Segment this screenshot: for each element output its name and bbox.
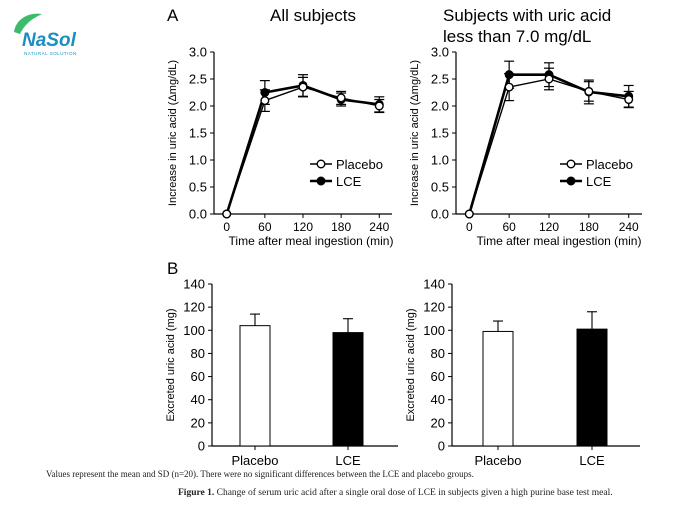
a1-y-tick-label: 2.0: [189, 99, 207, 114]
a2-x-tick-label: 120: [539, 220, 559, 234]
panel-label-b: B: [167, 259, 178, 278]
a2-series-placebo-point: [544, 74, 554, 84]
a2-x-axis-label: Time after meal ingestion (min): [477, 234, 642, 248]
b1-y-tick-label: 60: [191, 369, 205, 384]
b2-x-tick-label-lce: LCE: [579, 453, 605, 468]
a2-x-tick-label: 240: [619, 220, 639, 234]
b1-bar-lce: [332, 332, 364, 447]
a2-series-placebo-line: [468, 78, 629, 215]
a1-series-placebo-line: [226, 86, 380, 215]
b2-y-tick-label: 20: [431, 415, 445, 430]
b1-y-tick-label: 80: [191, 346, 205, 361]
b2-bar-placebo: [482, 330, 514, 447]
a2-y-tick-label: 1.5: [431, 126, 449, 141]
a2-x-tick-label: 60: [502, 220, 516, 234]
panel-label-a: A: [167, 6, 179, 25]
chart-a2-title-line2: less than 7.0 mg/dL: [443, 27, 591, 46]
b1-y-tick-label: 120: [183, 300, 205, 315]
chart-a1-title: All subjects: [270, 6, 356, 25]
a1-y-tick-label: 2.5: [189, 72, 207, 87]
figure-notes: Values represent the mean and SD (n=20).…: [46, 469, 474, 479]
a2-y-tick-label: 2.0: [431, 99, 449, 114]
b1-y-tick-label: 20: [191, 415, 205, 430]
chart-a2-title-line1: Subjects with uric acid: [443, 6, 611, 25]
logo-tagline: NATURAL SOLUTION: [24, 51, 77, 56]
chart-b1: 0 20 40 60 80 100 120 140 Excreted uric acid (mg…: [165, 277, 398, 468]
b1-bar-placebo: [239, 325, 271, 447]
figure-caption-label: Figure 1.: [178, 488, 215, 498]
a1-x-tick-label: 60: [258, 220, 272, 234]
a1-x-axis-label: Time after meal ingestion (min): [229, 234, 394, 248]
a2-x-tick-label: 180: [579, 220, 599, 234]
a1-y-tick-label: 1.0: [189, 153, 207, 168]
a1-y-tick-label: 0.0: [189, 207, 207, 222]
a1-x-tick-label: 120: [293, 220, 313, 234]
nasol-logo: NaSol NATURAL SOLUTION: [14, 13, 77, 56]
a2-y-tick-label: 2.5: [431, 72, 449, 87]
b2-y-axis-label: Excreted uric acid (mg): [405, 308, 417, 421]
figure-caption: Figure 1. Change of serum uric acid afte…: [178, 488, 613, 498]
b2-y-tick-label: 140: [423, 277, 445, 292]
b2-y-tick-label: 60: [431, 369, 445, 384]
a1-x-tick-label: 180: [331, 220, 351, 234]
a1-x-tick-label: 240: [369, 220, 389, 234]
a1-x-tick-label: 0: [223, 220, 230, 234]
a2-series-placebo-point: [584, 86, 594, 96]
a1-legend-placebo-label: Placebo: [336, 157, 383, 172]
a1-series-placebo-point: [260, 96, 270, 106]
a1-y-tick-label: 3.0: [189, 45, 207, 60]
b1-x-tick-label-placebo: Placebo: [232, 453, 279, 468]
b1-y-axis-label: Excreted uric acid (mg): [165, 308, 177, 421]
a2-y-tick-label: 3.0: [431, 45, 449, 60]
logo-text: NaSol: [22, 30, 77, 51]
a2-series-placebo-point: [464, 209, 474, 219]
b2-bar-lce: [576, 328, 608, 447]
a1-series-placebo-point: [336, 93, 346, 103]
b1-y-tick-label: 100: [183, 323, 205, 338]
a2-x-tick-label: 0: [466, 220, 473, 234]
a1-series-placebo-point: [298, 82, 308, 92]
a2-y-tick-label: 0.0: [431, 207, 449, 222]
b1-y-tick-label: 40: [191, 392, 205, 407]
b2-y-tick-label: 100: [423, 323, 445, 338]
b1-y-tick-label: 0: [198, 439, 205, 454]
a1-y-axis-label: Increase in uric acid (Δmg/dL): [167, 60, 179, 206]
b1-x-tick-label-lce: LCE: [335, 453, 361, 468]
figure-caption-text: Change of serum uric acid after a single…: [216, 488, 613, 498]
a1-series-lce-line: [225, 84, 380, 215]
a2-series-placebo-point: [504, 82, 514, 92]
a2-y-tick-label: 1.0: [431, 153, 449, 168]
a2-legend-lce-marker: [566, 176, 576, 186]
a1-legend-lce-marker: [316, 176, 326, 186]
a2-y-axis-label: Increase in uric acid (Δmg/dL): [409, 60, 421, 206]
a1-series-placebo-point: [374, 101, 384, 111]
a1-y-tick-label: 0.5: [189, 180, 207, 195]
a1-series-placebo-point: [222, 209, 232, 219]
a2-legend-placebo-label: Placebo: [586, 157, 633, 172]
b2-x-tick-label-placebo: Placebo: [475, 453, 522, 468]
a1-legend-placebo-marker: [316, 159, 326, 169]
a1-legend-lce-label: LCE: [336, 174, 362, 189]
a2-y-tick-label: 0.5: [431, 180, 449, 195]
b2-y-tick-label: 40: [431, 392, 445, 407]
b1-y-tick-label: 140: [183, 277, 205, 292]
b2-y-tick-label: 120: [423, 300, 445, 315]
a1-y-tick-label: 1.5: [189, 126, 207, 141]
chart-b2: 0 20 40 60 80 100 120 140 Excreted uric acid (mg…: [405, 277, 640, 468]
b2-y-tick-label: 0: [438, 439, 445, 454]
leaf-icon: [14, 13, 42, 34]
a2-legend-placebo-marker: [566, 159, 576, 169]
b2-y-tick-label: 80: [431, 346, 445, 361]
a2-series-lce-line: [468, 73, 629, 215]
a2-series-placebo-point: [624, 95, 634, 105]
a2-legend-lce-label: LCE: [586, 174, 612, 189]
